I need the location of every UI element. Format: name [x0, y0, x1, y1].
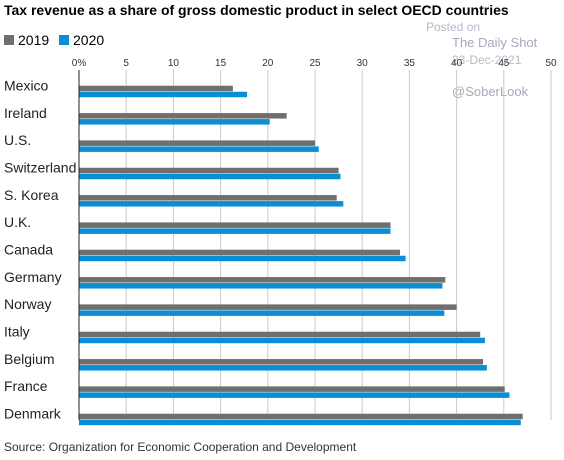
bar-2020: [79, 337, 485, 344]
x-tick-label: 40: [451, 58, 463, 69]
watermark-line-2: The Daily Shot: [452, 35, 538, 50]
category-label: Mexico: [4, 78, 49, 94]
x-tick-label: 20: [262, 58, 274, 69]
bar-2020: [79, 419, 521, 426]
bar-2020: [79, 310, 445, 316]
bar-2020: [79, 392, 510, 398]
legend-label-2020: 2020: [73, 32, 104, 48]
category-label: Denmark: [4, 405, 62, 421]
category-label: Norway: [4, 296, 51, 312]
bar-2019: [79, 413, 523, 420]
bar-2020: [79, 146, 319, 152]
watermark-line-4: @SoberLook: [452, 84, 529, 99]
bar-2019: [79, 195, 337, 201]
watermark-line-3: 23-Dec-2021: [452, 53, 522, 67]
chart-title: Tax revenue as a share of gross domestic…: [4, 2, 509, 18]
source-note: Source: Organization for Economic Cooper…: [4, 440, 357, 454]
legend-swatch-2019: [4, 35, 14, 45]
category-label: France: [4, 378, 48, 394]
bar-2020: [79, 201, 344, 207]
bar-2019: [79, 331, 481, 338]
category-label: Italy: [4, 323, 30, 339]
x-tick-label: 35: [404, 58, 416, 69]
bar-2020: [79, 173, 341, 180]
bar-2020: [79, 255, 406, 262]
x-tick-label: 5: [123, 58, 129, 69]
x-tick-label: 10: [168, 58, 180, 69]
legend-label-2019: 2019: [18, 32, 49, 48]
bars: [79, 85, 523, 426]
category-label: Canada: [4, 241, 53, 257]
bar-2020: [79, 119, 270, 125]
gridlines: [125, 70, 552, 420]
x-axis-ticks: 0% 5 10 15 20 25 30 35 40 45 50: [72, 58, 557, 69]
bar-2019: [79, 85, 233, 92]
x-tick-label: 30: [357, 58, 369, 69]
bar-2019: [79, 359, 484, 365]
x-tick-label: 25: [309, 58, 321, 69]
bar-2020: [79, 228, 391, 234]
x-tick-label: 50: [545, 58, 557, 69]
x-tick-label: 45: [498, 58, 510, 69]
category-label: Switzerland: [4, 159, 76, 175]
bar-2019: [79, 222, 391, 228]
category-label: Germany: [4, 269, 62, 285]
bar-2020: [79, 91, 248, 98]
bar-2020: [79, 283, 443, 289]
category-labels: Mexico Ireland U.S. Switzerland S. Korea U.K.…: [4, 78, 76, 422]
bar-2019: [79, 277, 446, 283]
bar-2019: [79, 386, 505, 392]
legend: 2019 2020: [4, 32, 104, 48]
x-tick-label: 15: [215, 58, 227, 69]
watermark-line-1: Posted on: [426, 20, 480, 34]
category-label: U.S.: [4, 132, 31, 148]
bar-2020: [79, 365, 487, 371]
bar-2019: [79, 167, 339, 174]
bar-2019: [79, 140, 315, 146]
watermark: Posted on The Daily Shot 23-Dec-2021 @So…: [426, 20, 538, 99]
category-label: U.K.: [4, 214, 31, 230]
category-label: S. Korea: [4, 187, 59, 203]
bar-2019: [79, 249, 400, 256]
bar-2019: [79, 304, 457, 310]
category-label: Belgium: [4, 351, 55, 367]
category-label: Ireland: [4, 105, 47, 121]
bar-2019: [79, 113, 287, 119]
x-tick-label: 0%: [72, 58, 87, 69]
legend-swatch-2020: [59, 35, 69, 45]
